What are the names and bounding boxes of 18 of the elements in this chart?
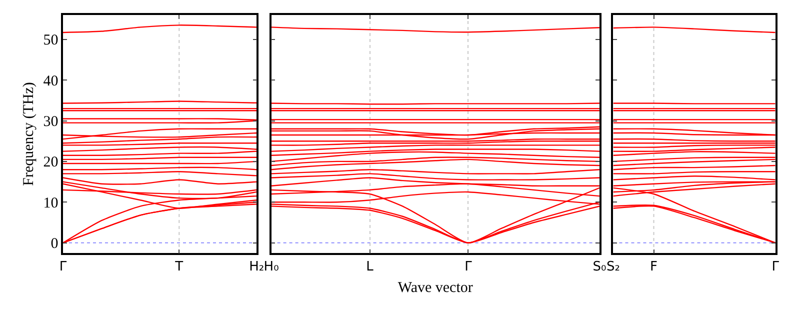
y-tick-label: 0 (50, 236, 58, 252)
y-axis-title: Frequency (THz) (21, 82, 38, 186)
y-tick-label: 50 (43, 32, 58, 49)
x-tick-label: F (650, 259, 658, 274)
x-axis-title: Wave vector (398, 280, 473, 296)
x-tick-label: S₀ (592, 259, 606, 274)
x-tick-label: L (366, 259, 374, 274)
x-tick-label: Γ (464, 259, 473, 274)
x-tick-label: H₀ (264, 259, 279, 274)
y-tick-label: 40 (43, 73, 58, 90)
y-tick-label: 30 (43, 114, 58, 130)
x-tick-label: H₂ (249, 259, 264, 274)
x-tick-label: Γ (772, 259, 780, 274)
y-tick-label: 20 (43, 154, 58, 171)
x-tick-label: T (174, 259, 184, 274)
x-tick-label: S₂ (606, 259, 620, 274)
y-tick-label: 10 (43, 195, 58, 212)
x-tick-label: Γ (59, 259, 68, 274)
